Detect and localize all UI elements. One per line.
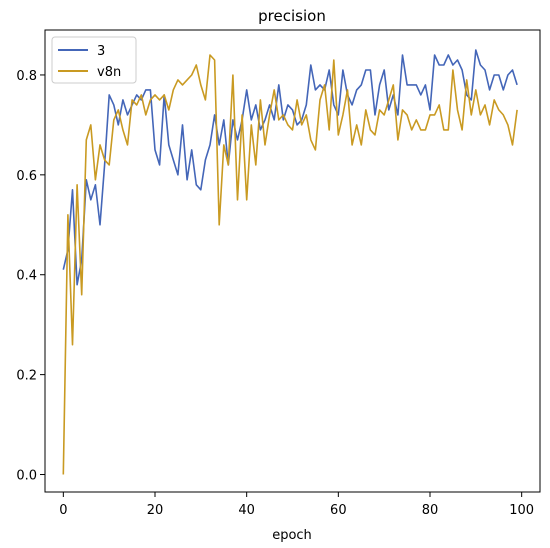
x-axis-ticks: 0 20 40 60 80 100 (59, 492, 534, 518)
y-tick-label: 0.8 (16, 69, 37, 84)
y-tick-label: 0.6 (16, 169, 37, 184)
legend-label-3: 3 (97, 44, 105, 59)
x-axis-label: epoch (272, 528, 312, 543)
x-tick-label: 20 (147, 503, 164, 518)
x-tick-label: 60 (330, 503, 347, 518)
legend-box (51, 36, 137, 84)
y-tick-label: 0.4 (16, 269, 37, 284)
series-line-3 (62, 49, 518, 286)
plot-frame (44, 29, 541, 493)
legend-label-v8n: v8n (97, 65, 121, 80)
chart-title: precision (258, 7, 326, 25)
y-tick-label: 0.2 (16, 369, 37, 384)
legend: 3 v8n (51, 36, 137, 84)
series-line-v8n (62, 54, 518, 475)
series-lines (62, 49, 518, 475)
y-tick-label: 0.0 (16, 469, 37, 484)
x-tick-label: 40 (238, 503, 255, 518)
x-tick-label: 0 (59, 503, 67, 518)
x-tick-label: 100 (509, 503, 534, 518)
x-tick-label: 80 (422, 503, 439, 518)
y-axis-ticks: 0.0 0.2 0.4 0.6 0.8 (16, 69, 45, 484)
